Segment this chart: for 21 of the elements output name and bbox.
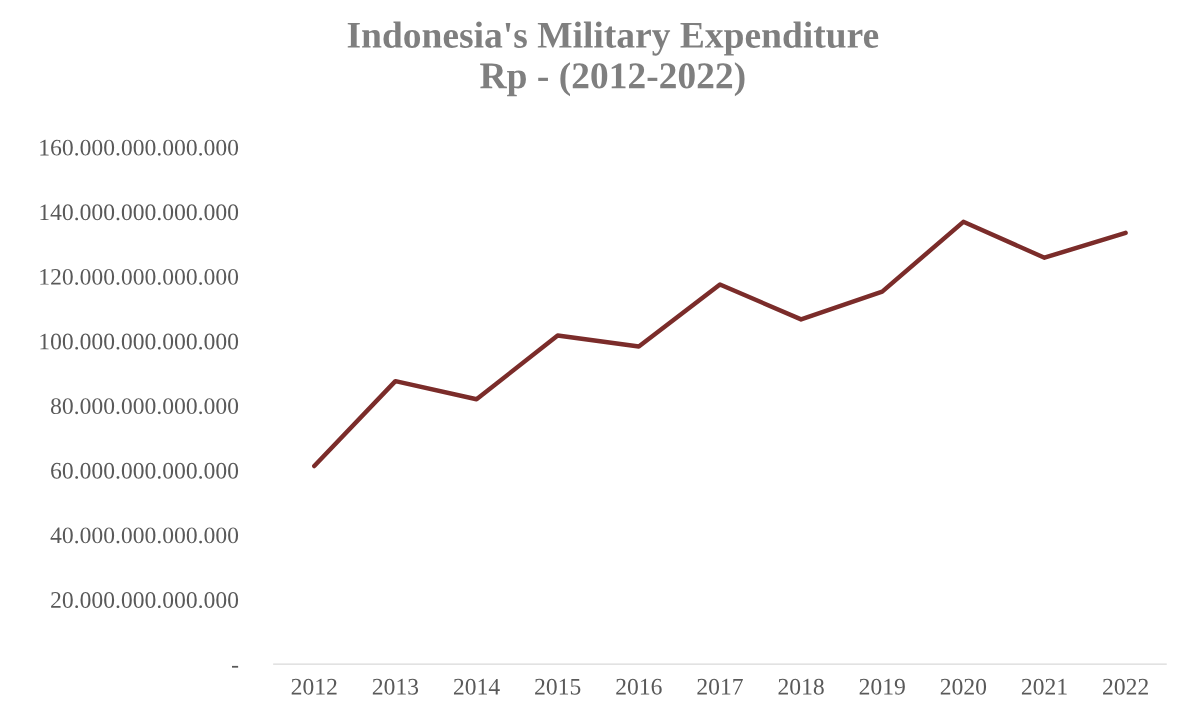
y-tick-label: 160.000.000.000.000 xyxy=(40,139,239,156)
x-tick-label: 2018 xyxy=(778,678,824,695)
y-tick-label: 40.000.000.000.000 xyxy=(50,527,239,544)
y-tick-label: 100.000.000.000.000 xyxy=(40,333,239,350)
x-tick-label: 2017 xyxy=(697,678,743,695)
y-tick-label: 20.000.000.000.000 xyxy=(51,592,239,609)
x-tick-label: 2013 xyxy=(372,678,419,695)
x-tick-label: 2022 xyxy=(1103,678,1148,695)
x-tick-label: 2019 xyxy=(859,678,905,695)
x-tick-label: 2012 xyxy=(291,678,337,695)
chart-title: Indonesia's Military Expenditure Rp - (2012-2022) xyxy=(347,21,879,97)
x-tick-label: 2020 xyxy=(940,678,987,695)
x-tick-label: 2014 xyxy=(453,678,500,695)
x-tick-label: 2015 xyxy=(535,678,581,695)
x-tick-label: 2016 xyxy=(616,678,662,695)
y-tick-label: - xyxy=(231,665,239,668)
y-tick-label: 80.000.000.000.000 xyxy=(50,398,239,415)
x-tick-label: 2021 xyxy=(1021,678,1067,695)
y-tick-label: 140.000.000.000.000 xyxy=(40,204,239,221)
y-tick-label: 120.000.000.000.000 xyxy=(40,268,239,285)
y-tick-label: 60.000.000.000.000 xyxy=(51,462,239,479)
